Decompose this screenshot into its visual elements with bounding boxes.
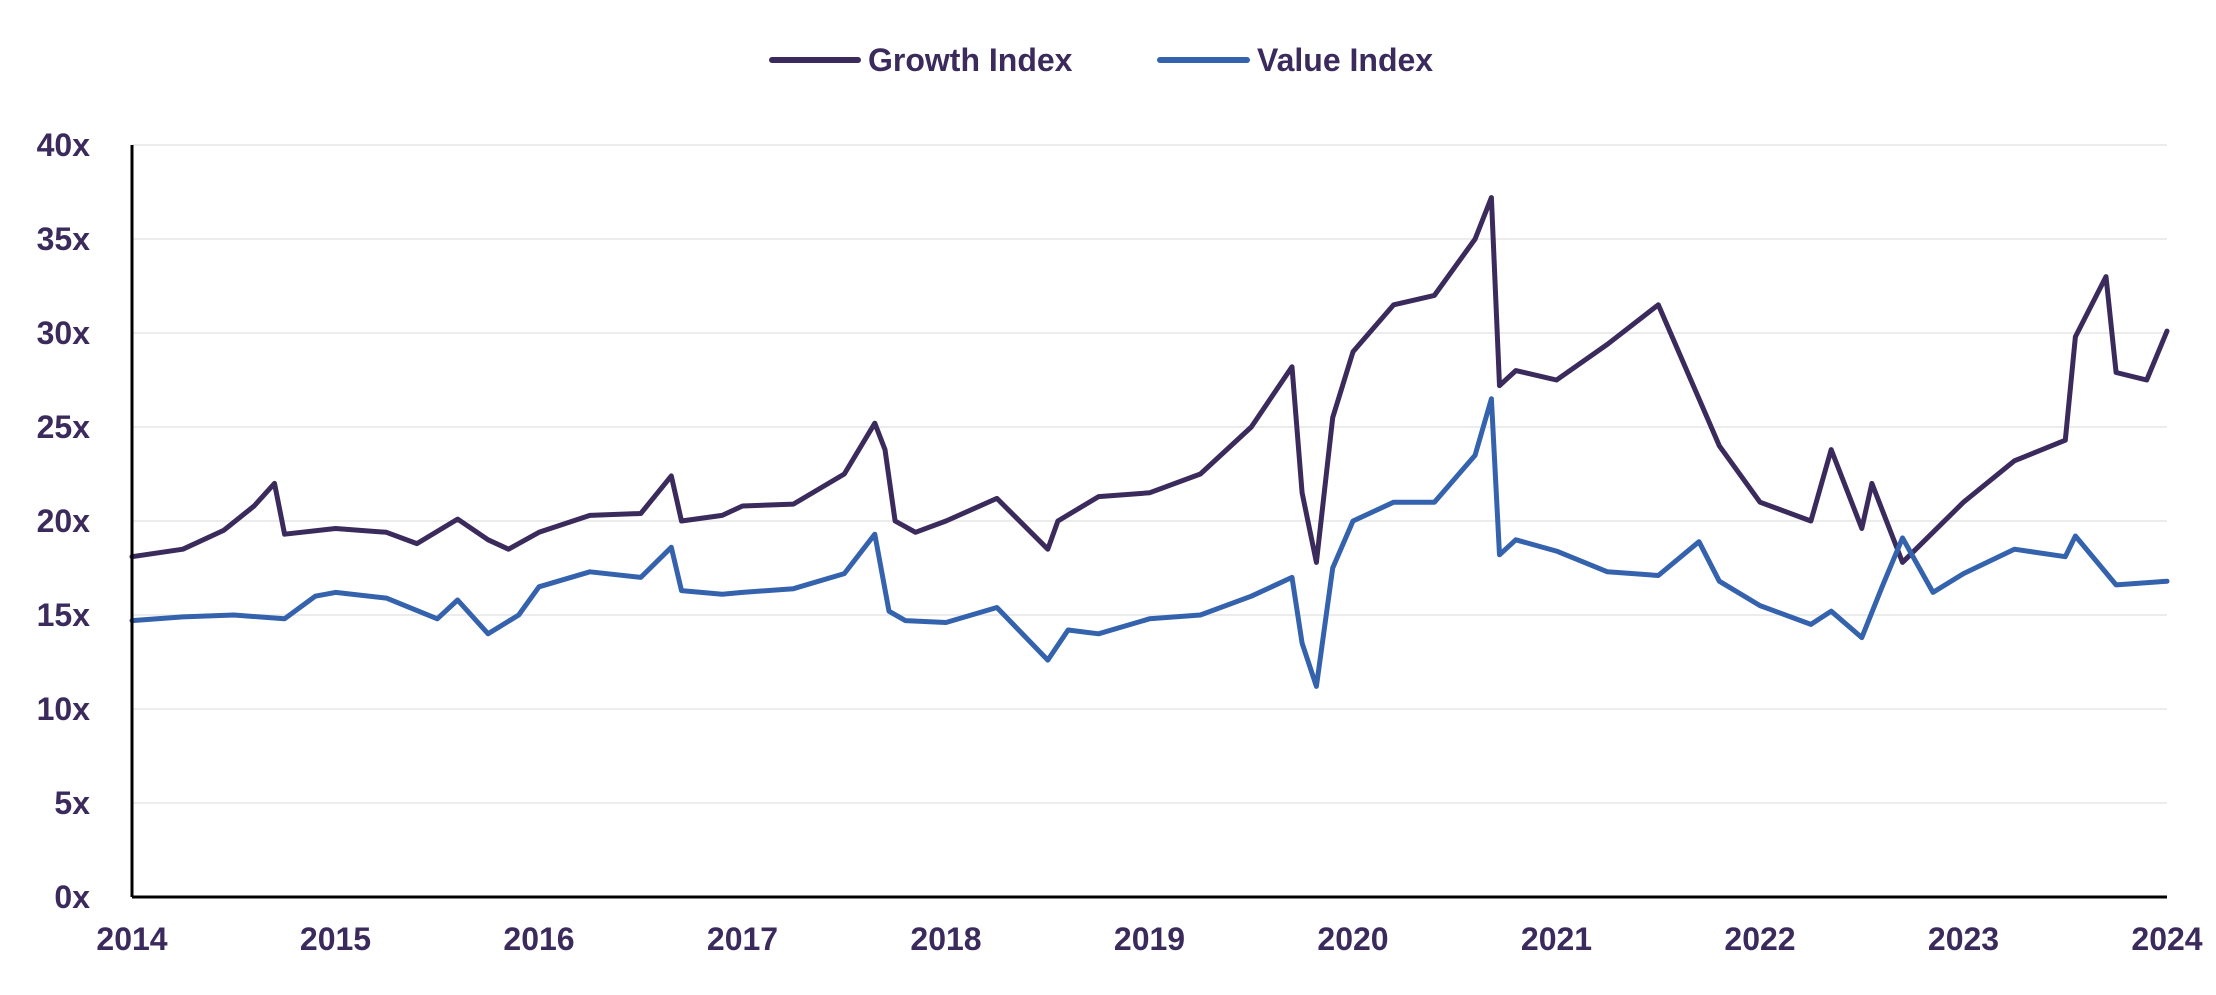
x-tick-label: 2023 bbox=[1928, 921, 1999, 957]
y-tick-label: 35x bbox=[37, 221, 91, 257]
y-tick-label: 0x bbox=[54, 879, 90, 915]
x-tick-label: 2016 bbox=[503, 921, 574, 957]
y-tick-label: 15x bbox=[37, 597, 91, 633]
x-axis-tick-labels: 2014 2015 2016 2017 2018 2019 2020 2021 2022 2023… bbox=[96, 921, 2202, 957]
x-tick-label: 2024 bbox=[2131, 921, 2202, 957]
axes bbox=[130, 145, 2167, 899]
series-line-growth-index bbox=[129, 195, 2170, 565]
y-tick-label: 25x bbox=[37, 409, 91, 445]
series-line-value-index bbox=[129, 396, 2170, 689]
x-tick-label: 2017 bbox=[707, 921, 778, 957]
x-tick-label: 2014 bbox=[96, 921, 167, 957]
x-tick-label: 2022 bbox=[1724, 921, 1795, 957]
x-tick-label: 2021 bbox=[1521, 921, 1592, 957]
legend-label-growth-index: Growth Index bbox=[868, 42, 1073, 78]
gridlines bbox=[132, 144, 2167, 804]
y-tick-label: 20x bbox=[37, 503, 91, 539]
y-tick-label: 10x bbox=[37, 691, 91, 727]
legend-label-value-index: Value Index bbox=[1257, 42, 1433, 78]
x-tick-label: 2018 bbox=[910, 921, 981, 957]
y-tick-label: 5x bbox=[54, 785, 90, 821]
y-tick-label: 40x bbox=[37, 127, 91, 163]
series-lines bbox=[129, 195, 2170, 689]
x-tick-label: 2015 bbox=[300, 921, 371, 957]
x-tick-label: 2019 bbox=[1114, 921, 1185, 957]
legend: Growth Index Value Index bbox=[769, 42, 1433, 78]
x-tick-label: 2020 bbox=[1317, 921, 1388, 957]
y-tick-label: 30x bbox=[37, 315, 91, 351]
y-axis-tick-labels: 0x 5x 10x 15x 20x 25x 30x 35x 40x bbox=[37, 127, 91, 915]
